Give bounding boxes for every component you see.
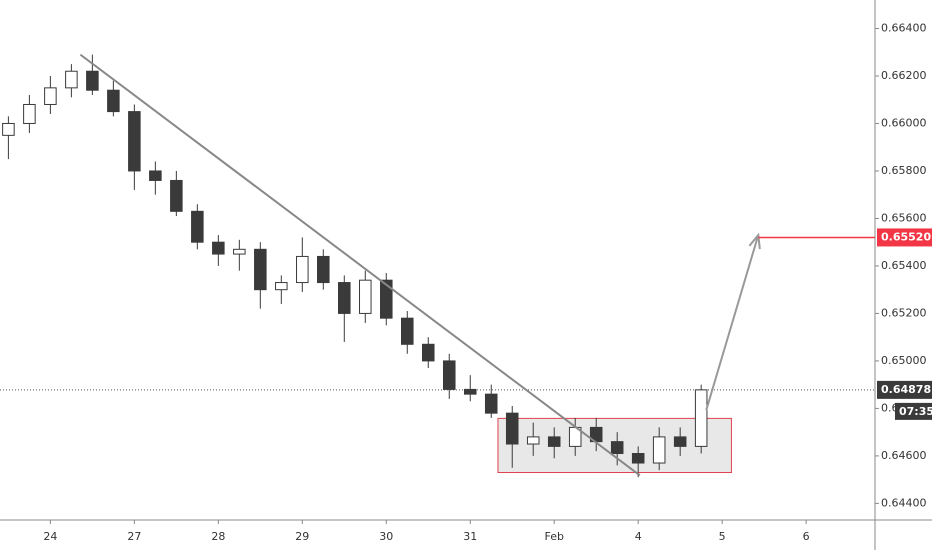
last-price-bg [877,380,932,399]
x-tick-label: 29 [295,530,309,543]
candle-body [463,388,477,395]
countdown-bg [895,402,932,420]
y-tick-label: 0.66400 [881,21,927,34]
candle-body [505,412,519,445]
projection-arrow [705,234,760,411]
candle-body [86,70,99,91]
candle-body [547,436,561,447]
candle-body [44,87,57,105]
candle-body [652,436,666,464]
y-tick-label: 0.65400 [881,259,927,272]
trendline [79,53,641,477]
candle-body [610,441,624,455]
y-tick-label: 0.66000 [881,116,927,129]
candle-body [296,255,309,284]
candle-body [128,111,141,172]
arrow-head [748,232,761,250]
candle-body [359,279,372,314]
candle-body [254,248,267,291]
candle-body [23,103,36,124]
candle-body [275,282,288,291]
candle-body [191,210,204,243]
x-tick-label: 5 [719,530,726,543]
candle-body [149,170,162,181]
y-tick-label: 0.65800 [881,164,927,177]
x-tick-label: 27 [127,530,141,543]
candle-body [233,248,246,255]
candle-body [338,282,351,314]
y-tick-label: 0.66200 [881,69,927,82]
candle-body [400,317,414,345]
candle-body [65,70,78,89]
candle-body [526,436,540,445]
y-tick-label: 0.65000 [881,354,927,367]
candle-body [673,436,687,447]
candle-body [212,241,225,255]
candle-body [317,255,330,284]
y-tick-label: 0.64400 [881,496,927,509]
y-tick-label: 0.64600 [881,449,927,462]
x-tick-label: 31 [463,530,477,543]
x-tick-label: Feb [544,530,563,543]
target-label-bg [877,228,932,247]
x-tick-label: 24 [43,530,57,543]
candle-body [631,453,645,464]
candle-body [107,89,120,113]
x-tick-label: 6 [803,530,810,543]
y-tick-label: 0.65600 [881,211,927,224]
target-label: 0.65520 [881,230,931,243]
candle-body [380,279,393,319]
x-tick-label: 28 [211,530,225,543]
candle-body [170,179,183,212]
last-price-label: 0.64878 [881,383,931,396]
candle-body [2,122,15,136]
x-tick-label: 30 [379,530,393,543]
countdown: 07:35 [899,405,932,418]
candle-body [442,360,456,390]
candle-body [421,343,435,362]
candle-body [484,393,498,414]
candle-body [694,389,708,447]
y-tick-label: 0.65200 [881,306,927,319]
x-tick-label: 4 [635,530,642,543]
